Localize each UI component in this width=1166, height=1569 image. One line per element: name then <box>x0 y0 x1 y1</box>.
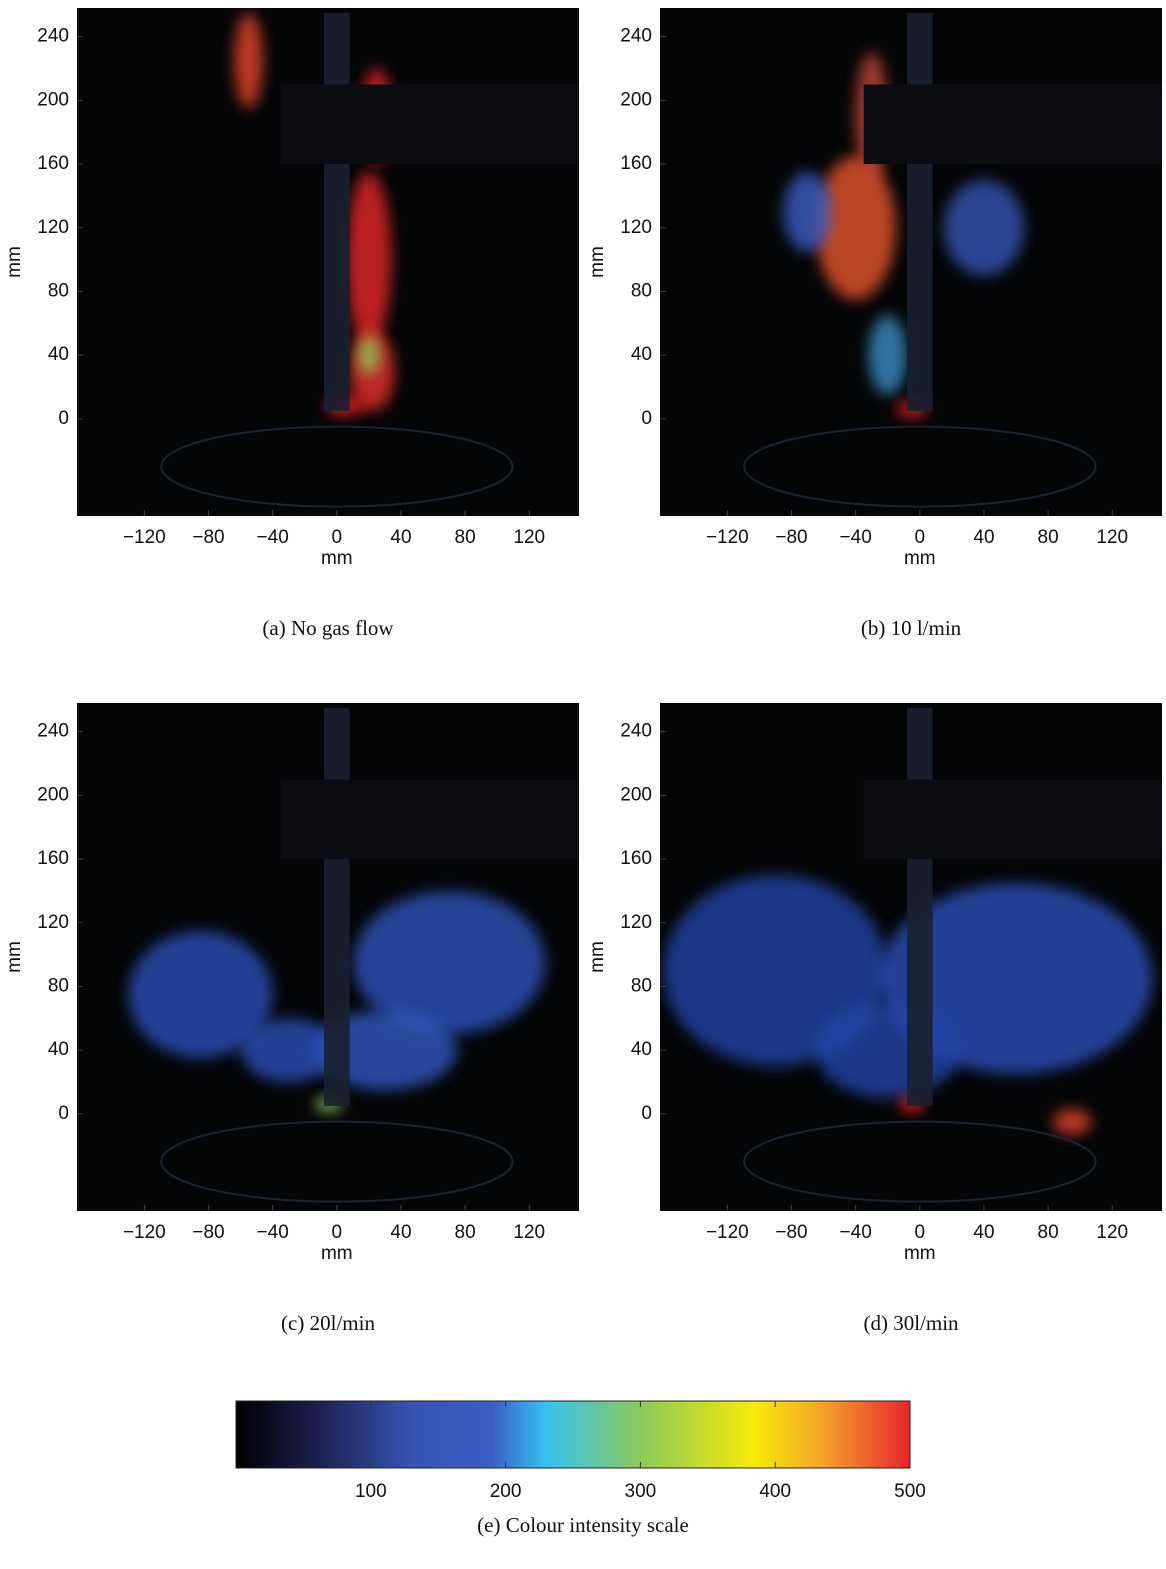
x-tick-label: −120 <box>706 1222 749 1243</box>
panel-caption: (d) 30l/min <box>863 1311 959 1335</box>
x-tick-label: −80 <box>775 1222 807 1243</box>
holder <box>864 779 1166 859</box>
y-tick-label: 120 <box>37 912 69 933</box>
y-axis-label: mm <box>587 941 608 973</box>
x-tick-label: 120 <box>1096 1222 1128 1243</box>
panel: 0 40 80 120 160 200 240 −120 −80 −40 0 40 80 120 mm mm (… <box>587 8 1166 640</box>
plume <box>783 172 831 252</box>
x-tick-label: 80 <box>1038 1222 1059 1243</box>
x-tick-label: −120 <box>706 527 749 548</box>
y-tick-label: 160 <box>37 153 69 174</box>
panel-caption: (c) 20l/min <box>281 1311 375 1335</box>
x-tick-label: 120 <box>513 1222 545 1243</box>
x-axis-label: mm <box>321 548 353 569</box>
x-tick-label: 120 <box>1096 527 1128 548</box>
x-tick-label: 40 <box>973 527 994 548</box>
y-tick-label: 40 <box>48 1039 69 1060</box>
x-tick-label: 80 <box>455 527 476 548</box>
colorbar-caption: (e) Colour intensity scale <box>477 1513 689 1537</box>
x-tick-label: 120 <box>513 527 545 548</box>
y-tick-label: 240 <box>620 26 652 47</box>
y-tick-label: 0 <box>58 1103 69 1124</box>
x-tick-label: −40 <box>840 1222 872 1243</box>
x-axis-label: mm <box>904 548 936 569</box>
y-tick-label: 40 <box>631 1039 652 1060</box>
colorbar-tick-label: 500 <box>894 1481 926 1502</box>
y-tick-label: 160 <box>620 153 652 174</box>
y-tick-label: 0 <box>641 1103 652 1124</box>
y-tick-label: 120 <box>620 217 652 238</box>
y-tick-label: 200 <box>37 784 69 805</box>
y-tick-label: 240 <box>620 721 652 742</box>
y-tick-label: 240 <box>37 26 69 47</box>
x-axis-label: mm <box>904 1243 936 1264</box>
panel-caption: (a) No gas flow <box>262 616 394 640</box>
y-tick-label: 0 <box>58 408 69 429</box>
y-tick-label: 160 <box>37 848 69 869</box>
x-tick-label: −120 <box>123 527 166 548</box>
x-tick-label: 80 <box>1038 527 1059 548</box>
colorbar <box>236 1401 910 1468</box>
plume <box>241 1018 337 1082</box>
plume <box>358 336 380 374</box>
plume <box>1053 1109 1091 1134</box>
colorbar-tick-label: 200 <box>490 1481 522 1502</box>
x-axis-label: mm <box>321 1243 353 1264</box>
figure: (e) Colour intensity scale 0 40 80 120 160 20… <box>0 0 1166 1569</box>
y-tick-label: 80 <box>48 975 69 996</box>
plume <box>816 1002 960 1098</box>
y-tick-label: 200 <box>620 784 652 805</box>
colorbar-tick-label: 400 <box>759 1481 791 1502</box>
electrode <box>324 708 350 1106</box>
electrode <box>907 708 933 1106</box>
y-axis-label: mm <box>587 246 608 278</box>
y-tick-label: 240 <box>37 721 69 742</box>
y-tick-label: 40 <box>631 344 652 365</box>
plume <box>234 13 263 109</box>
x-tick-label: 80 <box>455 1222 476 1243</box>
x-tick-label: −40 <box>257 527 289 548</box>
y-axis-label: mm <box>4 941 25 973</box>
y-tick-label: 80 <box>631 280 652 301</box>
x-tick-label: 0 <box>332 1222 343 1243</box>
y-tick-label: 160 <box>620 848 652 869</box>
plume <box>346 172 391 347</box>
plume <box>868 315 906 395</box>
x-tick-label: −80 <box>192 1222 224 1243</box>
x-tick-label: −40 <box>257 1222 289 1243</box>
colorbar-tick-label: 100 <box>355 1481 387 1502</box>
y-tick-label: 200 <box>620 89 652 110</box>
electrode <box>324 13 350 411</box>
x-tick-label: 40 <box>390 527 411 548</box>
y-tick-label: 200 <box>37 89 69 110</box>
y-tick-label: 120 <box>620 912 652 933</box>
x-tick-label: 0 <box>332 527 343 548</box>
x-tick-label: 0 <box>915 1222 926 1243</box>
x-tick-label: −80 <box>775 527 807 548</box>
x-tick-label: −120 <box>123 1222 166 1243</box>
panel-caption: (b) 10 l/min <box>861 616 962 640</box>
electrode <box>907 13 933 411</box>
plume <box>944 180 1024 276</box>
y-tick-label: 0 <box>641 408 652 429</box>
x-tick-label: 0 <box>915 527 926 548</box>
panel: 0 40 80 120 160 200 240 −120 −80 −40 0 40 80 120 mm mm (… <box>587 703 1166 1335</box>
x-tick-label: −80 <box>192 527 224 548</box>
holder <box>864 84 1166 164</box>
x-tick-label: −40 <box>840 527 872 548</box>
x-tick-label: 40 <box>390 1222 411 1243</box>
x-tick-label: 40 <box>973 1222 994 1243</box>
colorbar-tick-label: 300 <box>625 1481 657 1502</box>
y-axis-label: mm <box>4 246 25 278</box>
y-tick-label: 120 <box>37 217 69 238</box>
y-tick-label: 40 <box>48 344 69 365</box>
y-tick-label: 80 <box>48 280 69 301</box>
y-tick-label: 80 <box>631 975 652 996</box>
